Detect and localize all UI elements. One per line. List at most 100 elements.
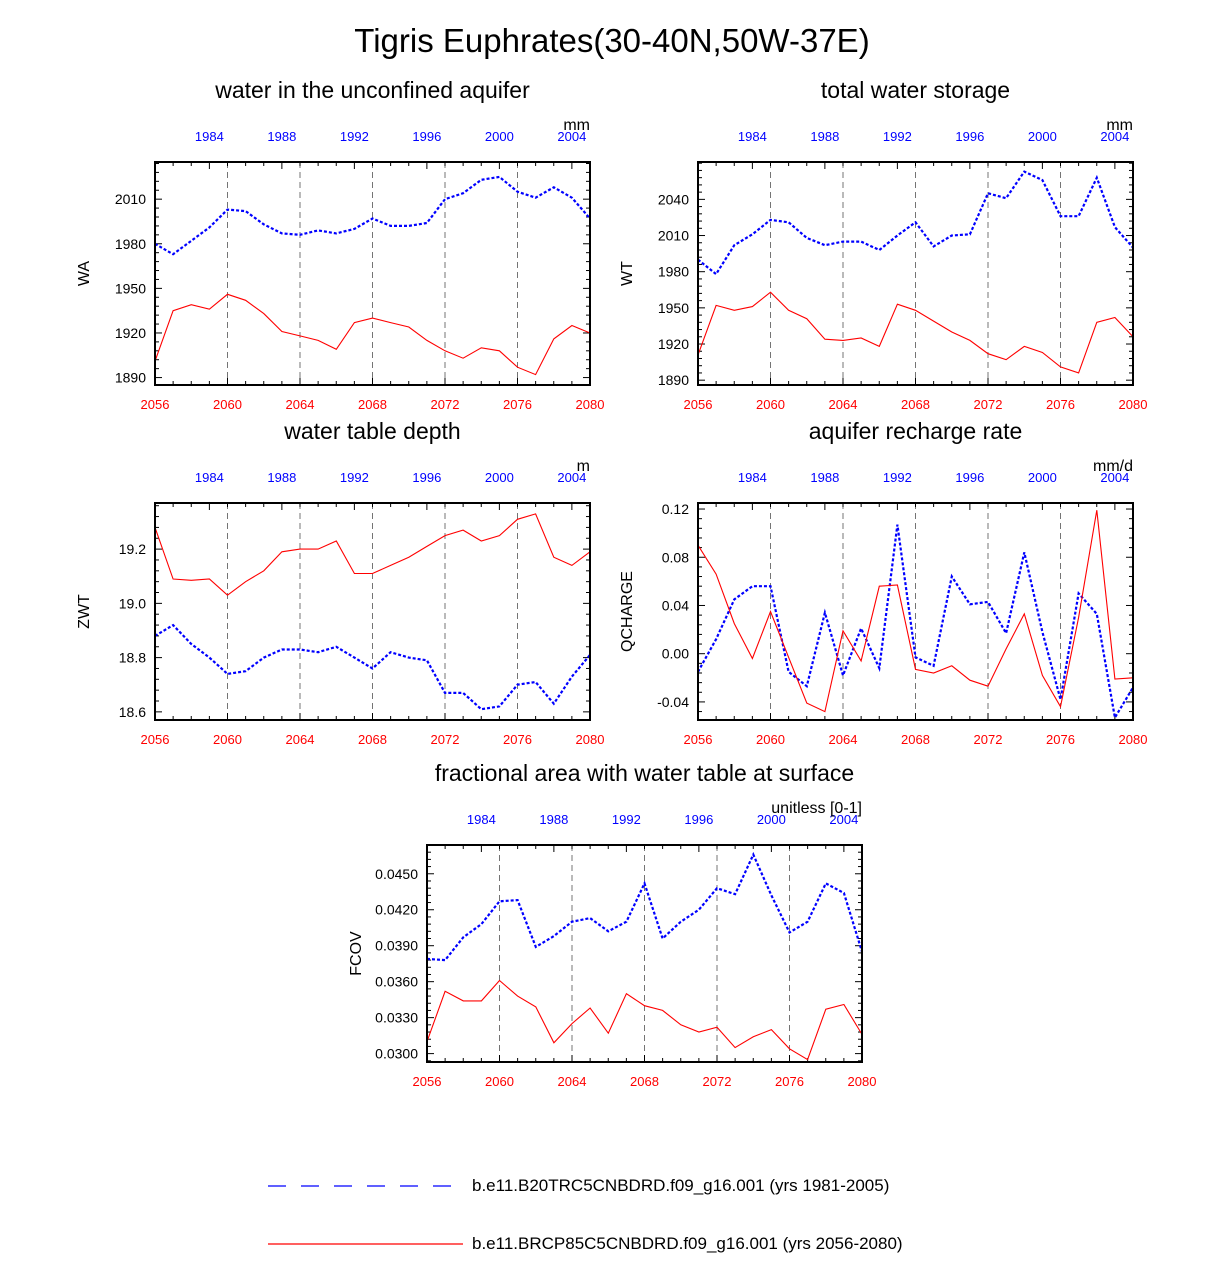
x-top-tick-label: 1992 (883, 470, 912, 485)
x-top-tick-label: 1996 (684, 812, 713, 827)
y-tick-label: 1920 (115, 325, 146, 341)
figure-title: Tigris Euphrates(30-40N,50W-37E) (354, 22, 869, 59)
x-bottom-tick-label: 2072 (974, 732, 1003, 747)
y-tick-label: 1890 (658, 372, 689, 388)
y-tick-label: 0.0360 (375, 974, 418, 990)
y-tick-label: 2040 (658, 191, 689, 207)
x-top-tick-label: 1984 (195, 129, 224, 144)
x-top-tick-label: 1992 (883, 129, 912, 144)
x-top-tick-label: 2004 (1100, 470, 1129, 485)
panel-title: water table depth (283, 418, 460, 444)
x-bottom-tick-label: 2068 (630, 1074, 659, 1089)
series-line-future (154, 293, 591, 376)
x-bottom-tick-label: 2056 (141, 732, 170, 747)
chart-panel-2: 2056 2060 2064 2068 2072 2076 2080 1984 1988 1992… (658, 129, 1148, 412)
x-top-tick-label: 2000 (1028, 470, 1057, 485)
units-label: mm (563, 117, 590, 134)
chart-panel-1: 2056 2060 2064 2068 2072 2076 2080 1984 1988 1992… (115, 129, 605, 412)
x-bottom-tick-label: 2068 (901, 732, 930, 747)
y-tick-label: 19.0 (119, 595, 146, 611)
plot-frame (697, 502, 1134, 721)
x-top-tick-label: 2004 (829, 812, 858, 827)
y-tick-label: 1890 (115, 370, 146, 386)
x-top-tick-label: 1988 (810, 470, 839, 485)
x-top-tick-label: 1996 (412, 470, 441, 485)
x-top-tick-label: 1992 (340, 129, 369, 144)
x-top-tick-label: 1984 (738, 470, 767, 485)
x-bottom-tick-label: 2060 (485, 1074, 514, 1089)
x-top-tick-label: 2000 (485, 129, 514, 144)
x-bottom-tick-label: 2080 (1119, 732, 1148, 747)
y-axis-label: QCHARGE (619, 571, 636, 652)
units-label: mm (1106, 117, 1133, 134)
x-bottom-tick-label: 2076 (503, 397, 532, 412)
x-top-tick-label: 1996 (412, 129, 441, 144)
x-bottom-tick-label: 2072 (974, 397, 1003, 412)
y-axis-label: ZWT (76, 594, 93, 629)
series-line-historical (154, 175, 591, 256)
x-bottom-tick-label: 2080 (1119, 397, 1148, 412)
x-bottom-tick-label: 2064 (829, 397, 858, 412)
x-bottom-tick-label: 2080 (848, 1074, 877, 1089)
x-bottom-tick-label: 2068 (358, 732, 387, 747)
x-bottom-tick-label: 2060 (756, 732, 785, 747)
y-tick-label: 0.0330 (375, 1010, 418, 1026)
panel-title: aquifer recharge rate (809, 418, 1023, 444)
y-tick-label: 0.0420 (375, 902, 418, 918)
x-top-tick-label: 1996 (955, 129, 984, 144)
x-bottom-tick-label: 2056 (413, 1074, 442, 1089)
x-top-tick-label: 1988 (267, 129, 296, 144)
y-axis-label: WT (619, 261, 636, 286)
y-tick-label: 18.8 (119, 650, 146, 666)
series-line-historical (697, 524, 1134, 721)
y-tick-label: 18.6 (119, 704, 146, 720)
y-tick-label: 0.08 (662, 549, 689, 565)
chart-panel-5: 2056 2060 2064 2068 2072 2076 2080 1984 1988 1992… (375, 812, 876, 1089)
series-line-future (697, 510, 1134, 713)
y-tick-label: 2010 (658, 228, 689, 244)
x-bottom-tick-label: 2064 (286, 397, 315, 412)
x-top-tick-label: 2000 (1028, 129, 1057, 144)
x-bottom-tick-label: 2060 (213, 397, 242, 412)
x-bottom-tick-label: 2060 (213, 732, 242, 747)
panel-title: total water storage (821, 77, 1010, 103)
units-label: m (577, 458, 590, 475)
y-tick-label: 19.2 (119, 541, 146, 557)
y-axis-label: FCOV (348, 931, 365, 976)
plot-frame (154, 502, 591, 721)
x-top-tick-label: 2004 (557, 129, 586, 144)
x-bottom-tick-label: 2056 (141, 397, 170, 412)
x-bottom-tick-label: 2076 (1046, 397, 1075, 412)
x-top-tick-label: 2004 (557, 470, 586, 485)
x-bottom-tick-label: 2072 (431, 732, 460, 747)
y-axis-label: WA (76, 261, 93, 287)
x-top-tick-label: 1988 (267, 470, 296, 485)
y-tick-label: 2010 (115, 191, 146, 207)
y-tick-label: 0.12 (662, 501, 689, 517)
x-top-tick-label: 2000 (757, 812, 786, 827)
series-line-future (426, 979, 863, 1061)
y-tick-label: 0.0300 (375, 1046, 418, 1062)
y-tick-label: 0.0450 (375, 866, 418, 882)
y-tick-label: 0.0390 (375, 938, 418, 954)
chart-panel-3: 2056 2060 2064 2068 2072 2076 2080 1984 1988 1992… (119, 470, 605, 747)
y-tick-label: -0.04 (657, 694, 689, 710)
x-top-tick-label: 2000 (485, 470, 514, 485)
x-top-tick-label: 1992 (340, 470, 369, 485)
x-bottom-tick-label: 2076 (775, 1074, 804, 1089)
x-top-tick-label: 1984 (467, 812, 496, 827)
x-top-tick-label: 1988 (810, 129, 839, 144)
x-bottom-tick-label: 2068 (901, 397, 930, 412)
x-top-tick-label: 1988 (539, 812, 568, 827)
x-top-tick-label: 1992 (612, 812, 641, 827)
y-tick-label: 1980 (658, 264, 689, 280)
x-bottom-tick-label: 2064 (286, 732, 315, 747)
series-line-future (154, 513, 591, 596)
series-line-historical (426, 851, 864, 962)
x-bottom-tick-label: 2076 (1046, 732, 1075, 747)
x-bottom-tick-label: 2064 (558, 1074, 587, 1089)
chart-panel-4: 2056 2060 2064 2068 2072 2076 2080 1984 1988 1992… (657, 470, 1147, 747)
units-label: mm/d (1093, 458, 1133, 475)
panel-title: water in the unconfined aquifer (214, 77, 530, 103)
